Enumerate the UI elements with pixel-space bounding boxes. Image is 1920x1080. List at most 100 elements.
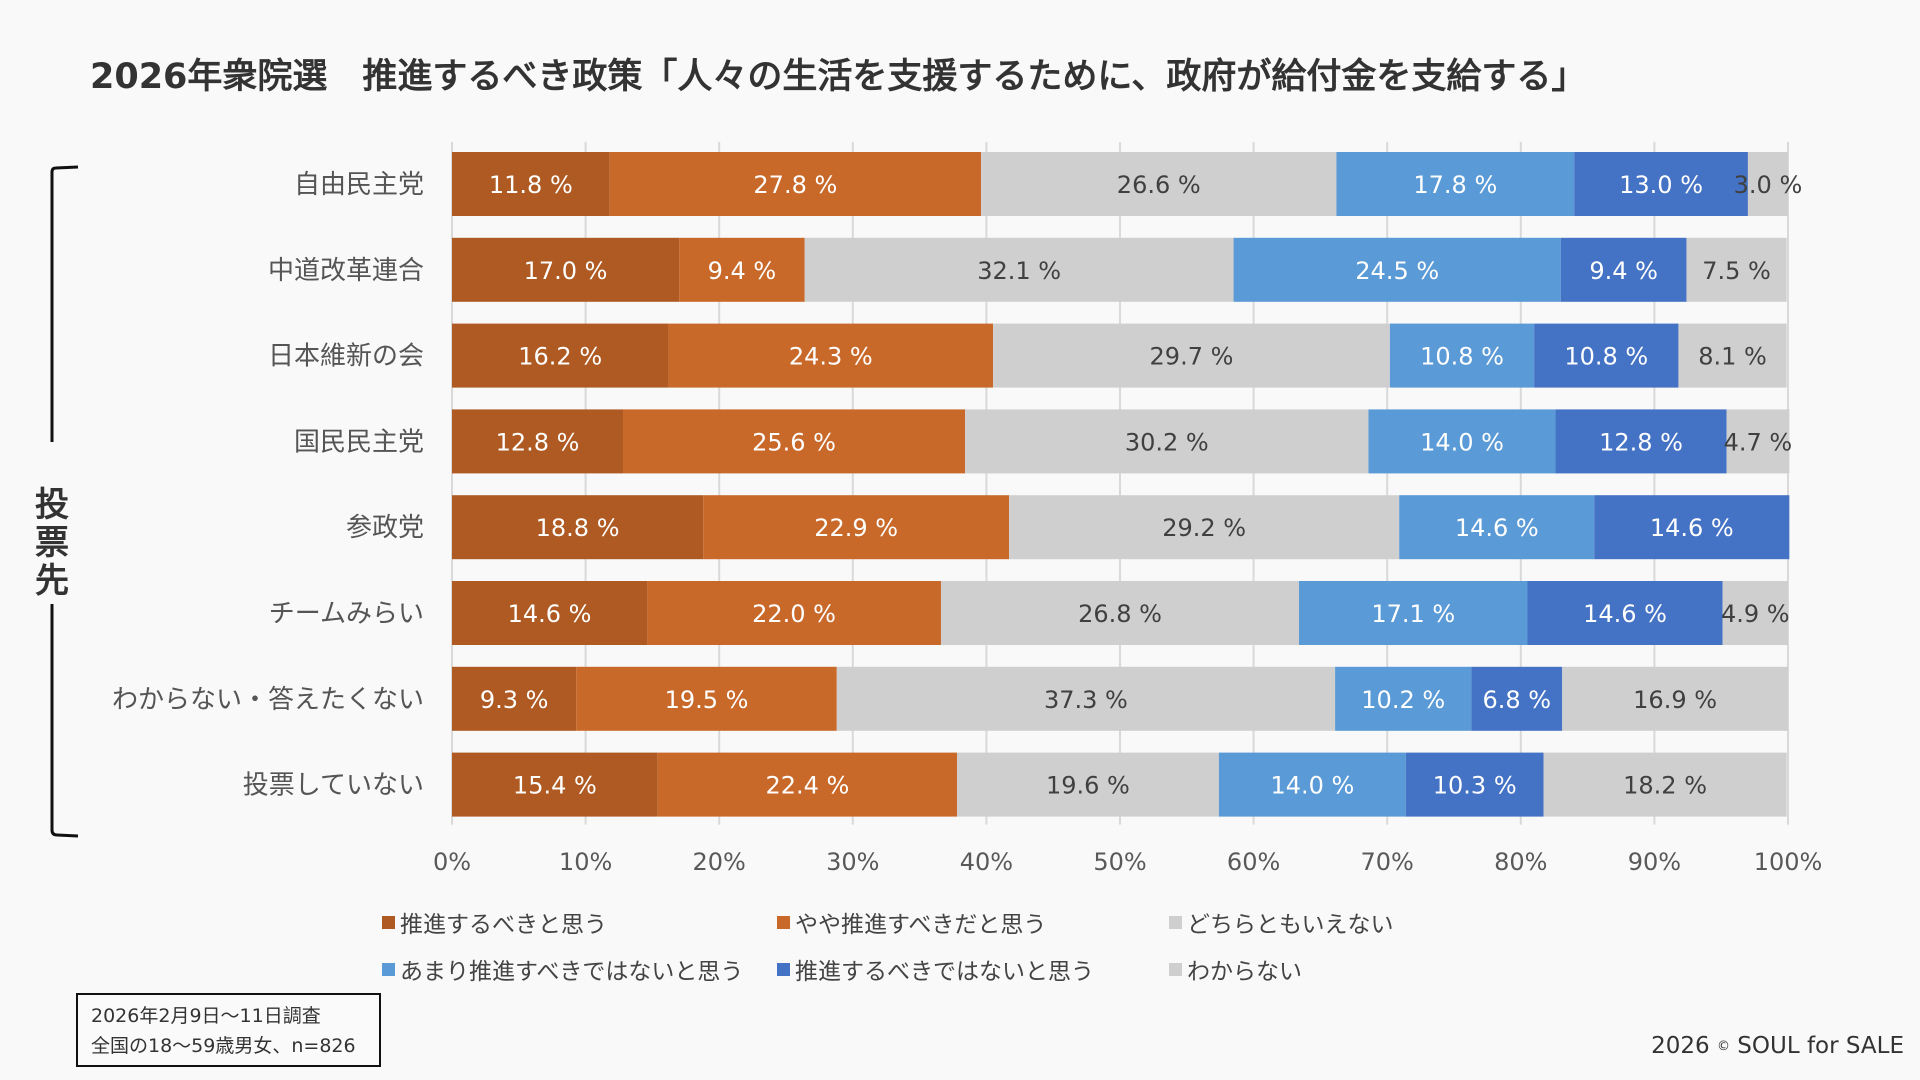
bar-segment bbox=[452, 752, 658, 817]
data-label: 16.2 % bbox=[518, 343, 602, 371]
x-tick-label: 10% bbox=[559, 848, 612, 876]
data-label: 14.0 % bbox=[1420, 428, 1504, 456]
legend-item: どちらともいえない bbox=[1169, 905, 1394, 939]
bar-segment bbox=[657, 752, 958, 817]
data-label: 29.7 % bbox=[1150, 343, 1234, 371]
x-tick-label: 50% bbox=[1093, 848, 1146, 876]
stacked-bar-chart: 自由民主党 11.8 % 27.8 % 26.6 % 17.8 % 13.0 % 3.0 %… bbox=[50, 142, 1823, 876]
data-label: 9.4 % bbox=[1589, 257, 1658, 285]
bracket-line-top bbox=[50, 165, 79, 442]
data-label: 26.8 % bbox=[1078, 600, 1162, 628]
data-label: 10.2 % bbox=[1361, 686, 1445, 714]
bar-segment bbox=[452, 495, 704, 560]
data-label: 12.8 % bbox=[496, 428, 580, 456]
legend-item: あまり推進すべきではないと思う bbox=[382, 952, 743, 986]
bar-segment bbox=[1009, 495, 1400, 560]
data-label: 12.8 % bbox=[1599, 428, 1683, 456]
legend-item: 推進するべきではないと思う bbox=[777, 952, 1094, 986]
data-label: 11.8 % bbox=[489, 171, 573, 199]
data-label: 4.9 % bbox=[1721, 600, 1790, 628]
bar-segment bbox=[1399, 495, 1595, 560]
bar-segment bbox=[1534, 323, 1679, 388]
bar-segment bbox=[1368, 409, 1556, 474]
data-label: 30.2 % bbox=[1125, 428, 1209, 456]
category-label: 日本維新の会 bbox=[268, 342, 424, 372]
category-label: 参政党 bbox=[346, 513, 424, 543]
legend-swatch bbox=[777, 962, 790, 976]
x-tick-label: 70% bbox=[1361, 848, 1414, 876]
y-axis-group-label-char: 先 bbox=[35, 561, 69, 601]
data-label: 3.0 % bbox=[1734, 171, 1803, 199]
data-label: 9.3 % bbox=[480, 686, 549, 714]
y-axis-group-label: 投 票 先 bbox=[30, 482, 74, 604]
legend-item: わからない bbox=[1169, 952, 1302, 986]
data-label: 7.5 % bbox=[1702, 257, 1771, 285]
bar-segment bbox=[804, 237, 1234, 302]
category-label: わからない・答えたくない bbox=[112, 685, 424, 715]
bar-segment bbox=[1678, 323, 1787, 388]
x-tick-label: 30% bbox=[826, 848, 879, 876]
legend-swatch bbox=[1169, 915, 1182, 929]
data-label: 25.6 % bbox=[752, 428, 836, 456]
legend-item: やや推進すべきだと思う bbox=[777, 905, 1046, 939]
data-label: 13.0 % bbox=[1619, 171, 1703, 199]
bar-segment bbox=[993, 323, 1390, 388]
bar-segment bbox=[1389, 323, 1535, 388]
data-label: 27.8 % bbox=[753, 171, 837, 199]
bar-segment bbox=[452, 237, 680, 302]
bar-segment bbox=[647, 581, 941, 645]
data-label: 14.6 % bbox=[508, 600, 592, 628]
legend-swatch bbox=[382, 962, 395, 976]
bar-segment bbox=[1336, 152, 1575, 216]
legend-label: 推進するべきと思う bbox=[400, 912, 607, 938]
x-tick-label: 0% bbox=[433, 848, 471, 876]
bar-segment bbox=[1560, 237, 1687, 302]
copyright: 2026 © SOUL for SALE bbox=[1651, 1033, 1904, 1059]
survey-date: 2026年2月9日〜11日調査 bbox=[91, 1005, 321, 1027]
bracket-line-bottom bbox=[50, 585, 79, 838]
x-tick-label: 60% bbox=[1227, 848, 1280, 876]
bar-segment bbox=[576, 666, 837, 731]
legend-swatch bbox=[382, 915, 395, 929]
bar-segment bbox=[1233, 237, 1561, 302]
data-label: 18.2 % bbox=[1623, 772, 1707, 800]
bar-segment bbox=[1722, 581, 1788, 645]
data-label: 29.2 % bbox=[1162, 514, 1246, 542]
data-label: 14.6 % bbox=[1455, 514, 1539, 542]
data-label: 10.8 % bbox=[1564, 343, 1648, 371]
bar-segment bbox=[1527, 581, 1723, 645]
bar-segment bbox=[452, 666, 577, 731]
legend-label: あまり推進すべきではないと思う bbox=[400, 959, 744, 985]
bar-segment bbox=[957, 752, 1219, 817]
bar-segment bbox=[623, 409, 966, 474]
category-label: 国民民主党 bbox=[294, 427, 424, 457]
bar-segment bbox=[965, 409, 1369, 474]
x-tick-label: 20% bbox=[693, 848, 746, 876]
bar-segment bbox=[940, 581, 1300, 645]
data-label: 22.9 % bbox=[814, 514, 898, 542]
legend-label: やや推進すべきだと思う bbox=[795, 912, 1047, 938]
bar-segment bbox=[1555, 409, 1727, 474]
data-label: 10.8 % bbox=[1420, 343, 1504, 371]
bar-segment bbox=[1299, 581, 1528, 645]
y-axis-group-label-char: 票 bbox=[35, 523, 69, 563]
bar-segment bbox=[452, 581, 648, 645]
bar-segment bbox=[1747, 152, 1788, 216]
data-label: 22.4 % bbox=[765, 772, 849, 800]
bar-segment bbox=[1405, 752, 1544, 817]
data-label: 14.6 % bbox=[1650, 514, 1734, 542]
bar-segment bbox=[668, 323, 994, 388]
data-label: 18.8 % bbox=[536, 514, 620, 542]
category-label: 自由民主党 bbox=[294, 170, 424, 200]
y-axis-group-label-char: 投 bbox=[35, 485, 69, 525]
survey-note: 2026年2月9日〜11日調査 全国の18〜59歳男女、n=826 bbox=[76, 993, 381, 1067]
data-label: 10.3 % bbox=[1433, 772, 1517, 800]
legend-swatch bbox=[1169, 962, 1182, 976]
bar-segment bbox=[1574, 152, 1748, 216]
data-label: 24.3 % bbox=[789, 343, 873, 371]
legend-label: どちらともいえない bbox=[1187, 912, 1394, 938]
bar-segment bbox=[1594, 495, 1790, 560]
bar-segment bbox=[679, 237, 805, 302]
x-tick-label: 100% bbox=[1754, 848, 1823, 876]
bar-segment bbox=[703, 495, 1010, 560]
